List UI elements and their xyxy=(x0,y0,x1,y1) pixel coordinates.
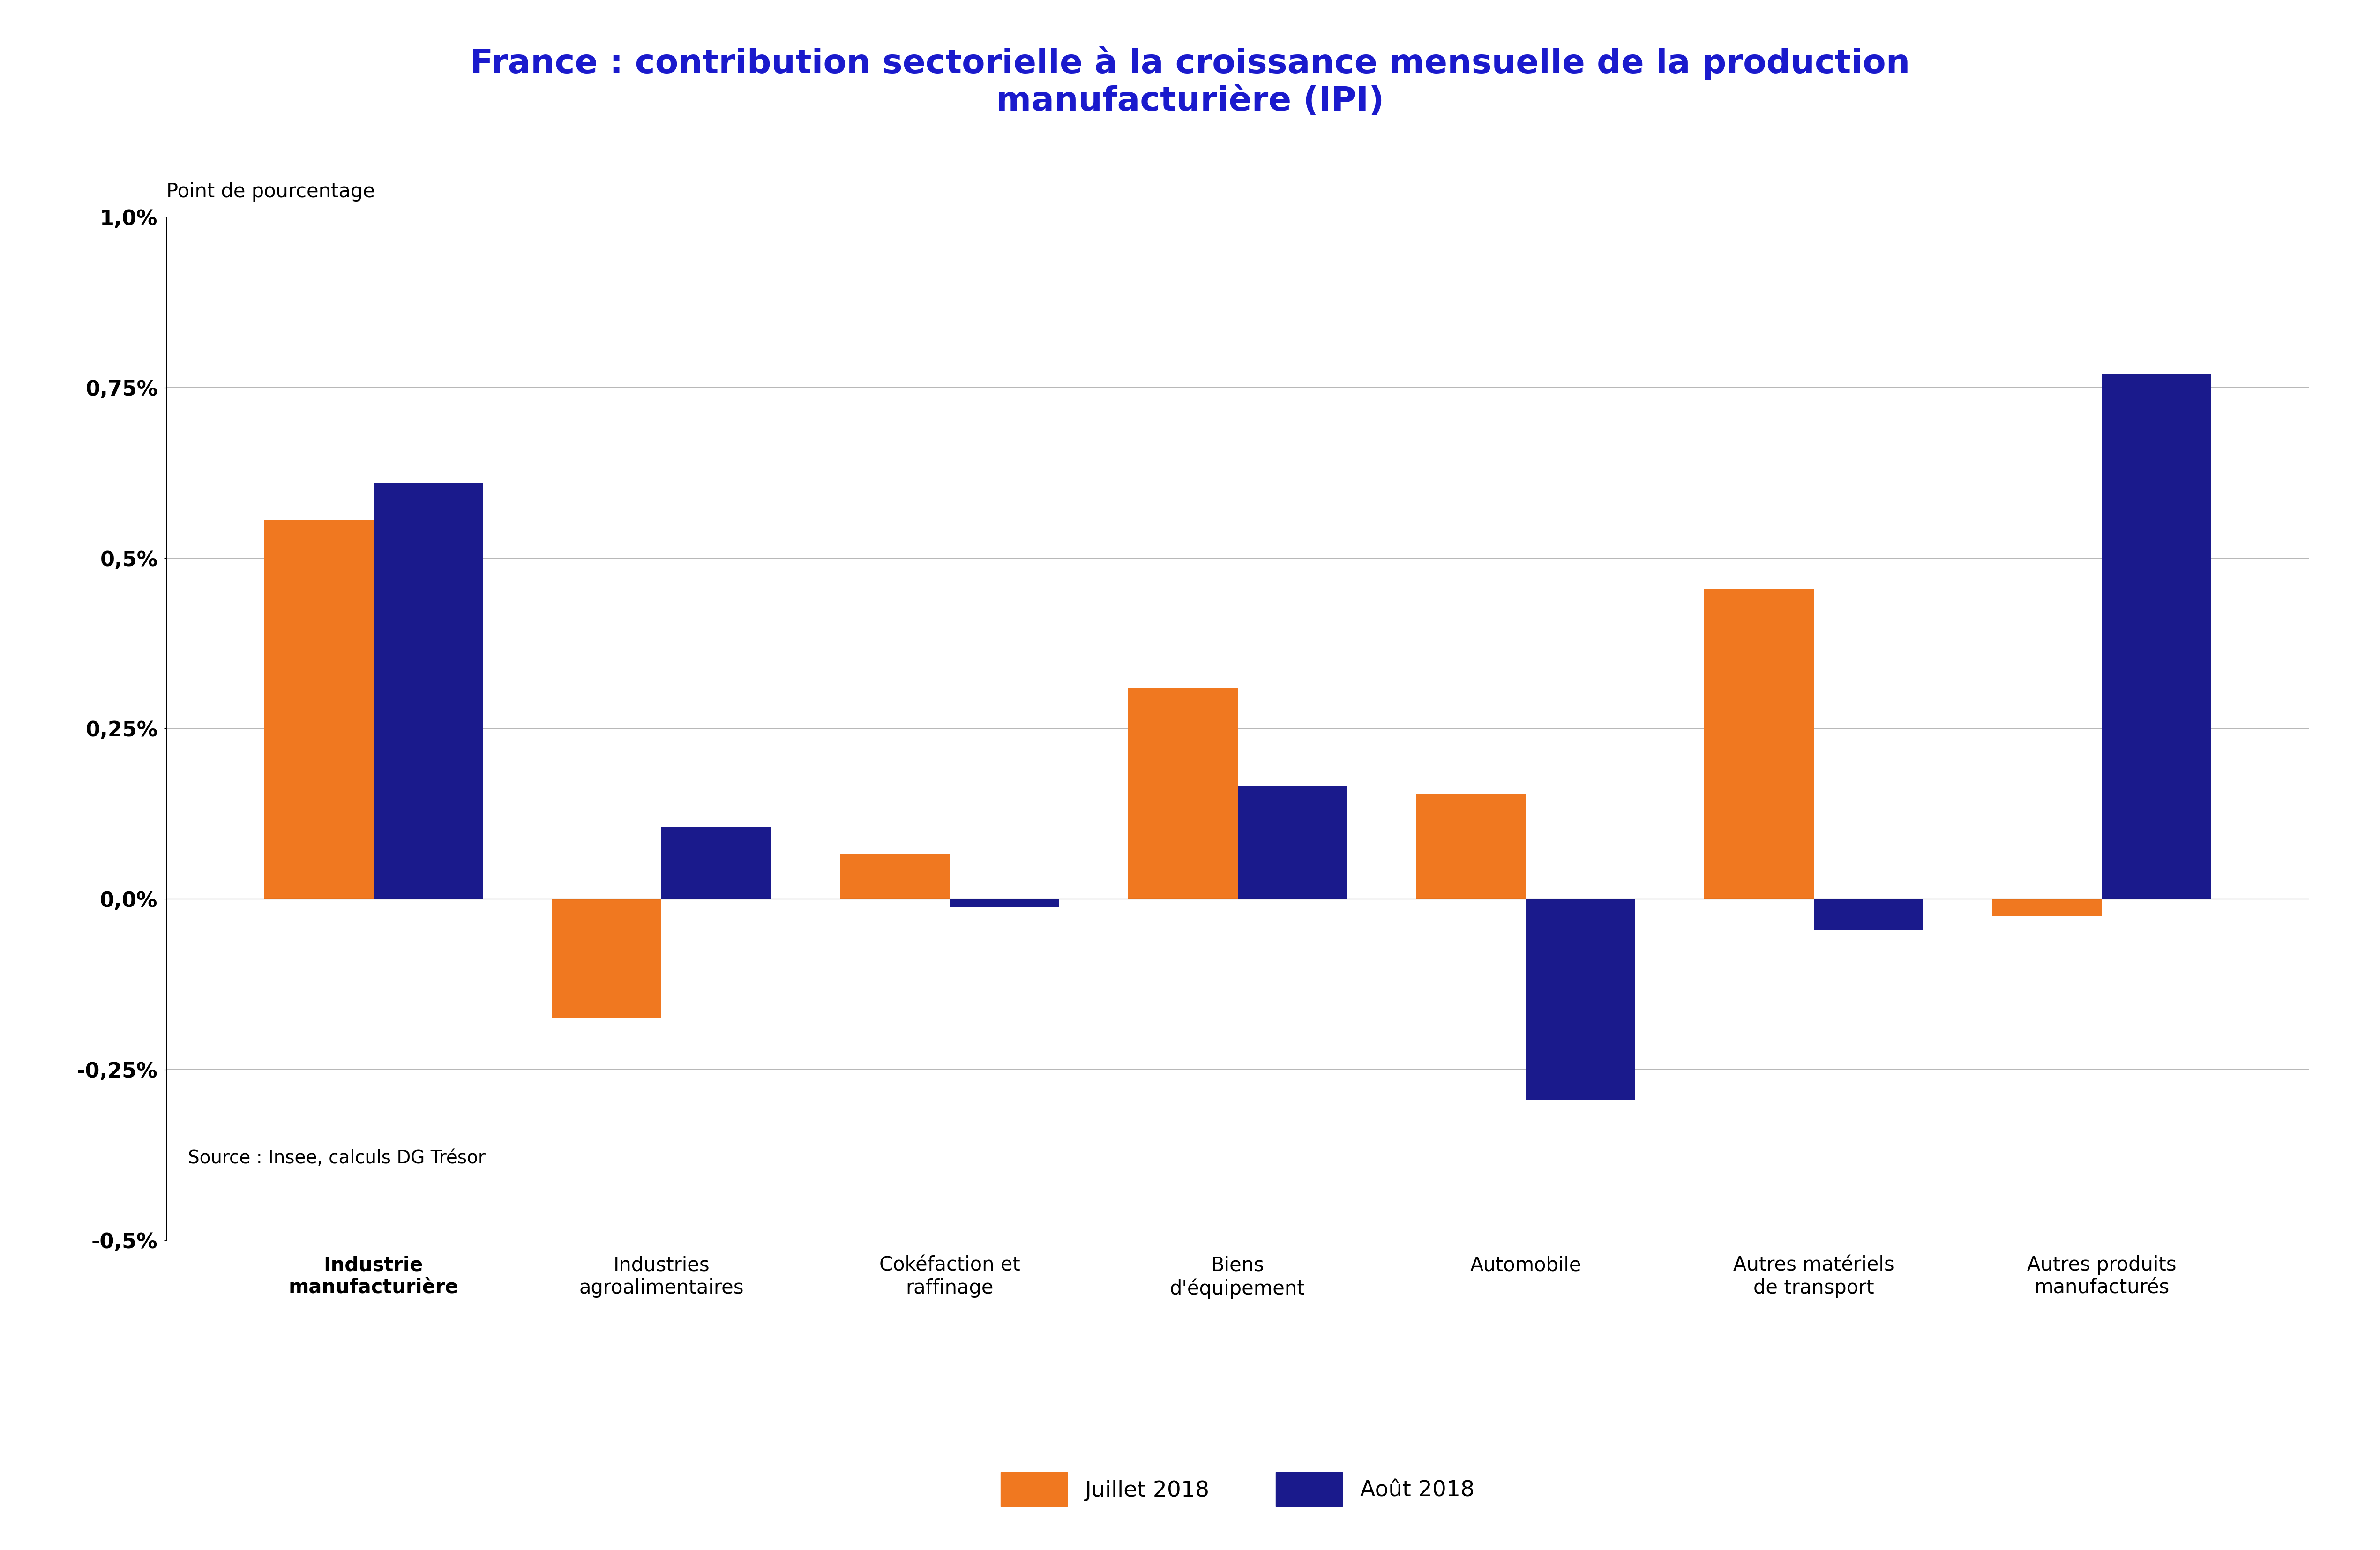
Bar xyxy=(1526,899,1635,1100)
Legend: Juillet 2018, Août 2018: Juillet 2018, Août 2018 xyxy=(992,1463,1483,1516)
Bar xyxy=(1704,589,1814,899)
Bar xyxy=(552,899,662,1018)
Bar xyxy=(662,828,771,899)
Bar xyxy=(2102,374,2211,899)
Bar xyxy=(840,854,950,899)
Text: Source : Insee, calculs DG Trésor: Source : Insee, calculs DG Trésor xyxy=(188,1149,486,1167)
Bar xyxy=(374,484,483,899)
Text: Point de pourcentage: Point de pourcentage xyxy=(167,181,376,202)
Bar xyxy=(1128,688,1238,899)
Bar xyxy=(950,899,1059,907)
Bar xyxy=(1992,899,2102,916)
Bar xyxy=(1416,794,1526,899)
Bar xyxy=(264,521,374,899)
Text: France : contribution sectorielle à la croissance mensuelle de la production
man: France : contribution sectorielle à la c… xyxy=(469,46,1911,118)
Bar xyxy=(1814,899,1923,930)
Bar xyxy=(1238,786,1347,899)
